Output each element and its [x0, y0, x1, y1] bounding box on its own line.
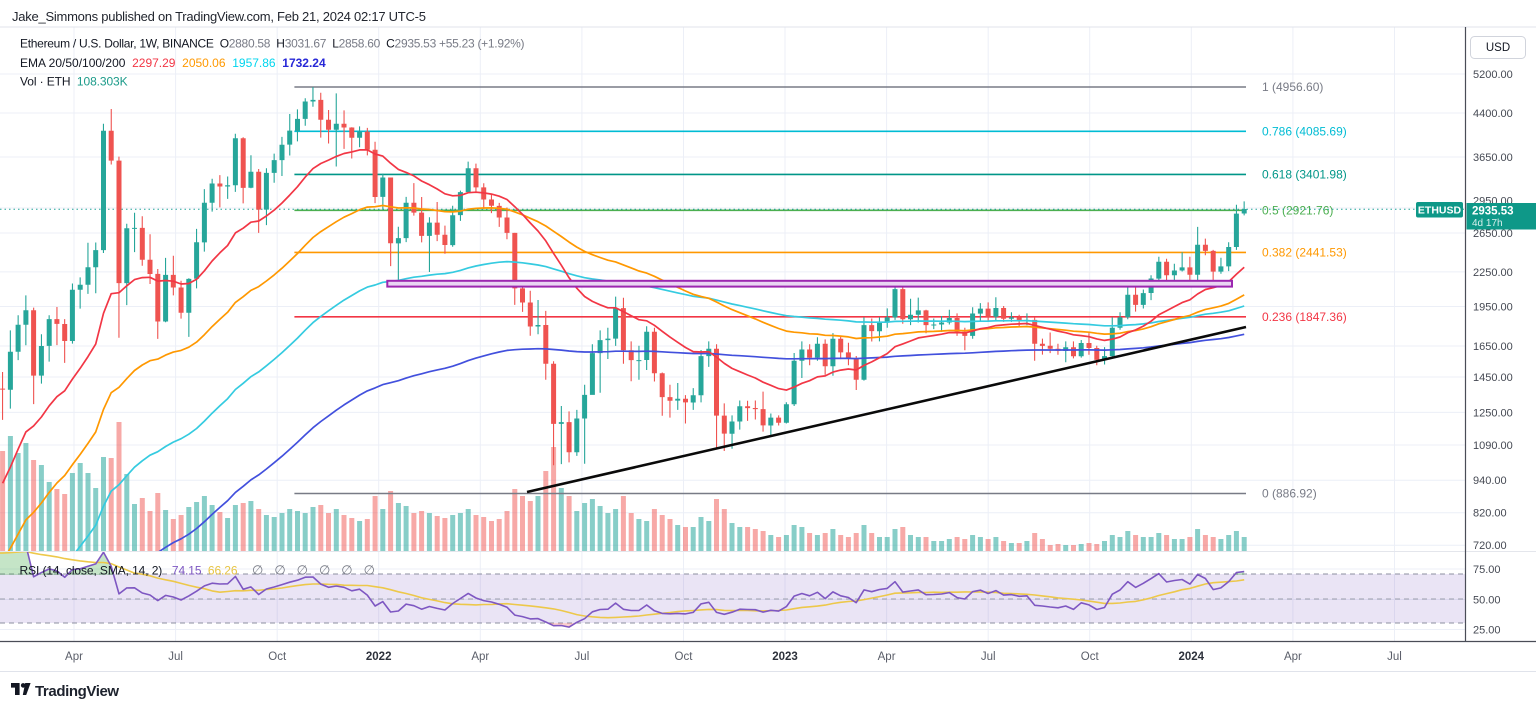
svg-text:4d 17h: 4d 17h — [1472, 218, 1503, 229]
svg-text:1250.00: 1250.00 — [1473, 407, 1513, 419]
svg-text:EMA 20/50/100/200 2297.29 20: EMA 20/50/100/200 2297.29 2050.06 1957.8… — [20, 56, 326, 70]
svg-text:Jul: Jul — [981, 651, 996, 663]
svg-text:0 (886.92): 0 (886.92) — [1262, 487, 1317, 501]
svg-text:0.382 (2441.53): 0.382 (2441.53) — [1262, 246, 1347, 260]
svg-text:0.786 (4085.69): 0.786 (4085.69) — [1262, 125, 1347, 139]
svg-text:2022: 2022 — [366, 651, 392, 663]
svg-text:2024: 2024 — [1179, 651, 1205, 663]
svg-text:Oct: Oct — [268, 651, 287, 663]
svg-text:2650.00: 2650.00 — [1473, 228, 1513, 240]
svg-text:Vol · ETH 108.303K: Vol · ETH 108.303K — [20, 75, 128, 89]
svg-text:TradingView: TradingView — [35, 683, 119, 700]
svg-text:Apr: Apr — [1284, 651, 1302, 663]
svg-text:0.236 (1847.36): 0.236 (1847.36) — [1262, 310, 1347, 324]
svg-text:0.5 (2921.76): 0.5 (2921.76) — [1262, 204, 1333, 218]
svg-text:1 (4956.60): 1 (4956.60) — [1262, 80, 1323, 94]
svg-text:Apr: Apr — [878, 651, 896, 663]
svg-text:2250.00: 2250.00 — [1473, 267, 1513, 279]
svg-text:RSI (14, close, SMA, 14, 2): RSI (14, close, SMA, 14, 2) 74.15 66.26 — [20, 564, 238, 578]
svg-text:1950.00: 1950.00 — [1473, 301, 1513, 313]
svg-text:2935.53: 2935.53 — [1472, 206, 1514, 218]
svg-text:Jake_Simmons published on Trad: Jake_Simmons published on TradingView.co… — [12, 9, 426, 24]
svg-text:∅∅∅∅∅∅: ∅∅∅∅∅∅ — [252, 563, 386, 578]
svg-text:720.00: 720.00 — [1473, 540, 1507, 552]
svg-text:Jul: Jul — [1387, 651, 1402, 663]
svg-text:Apr: Apr — [65, 651, 83, 663]
svg-text:5200.00: 5200.00 — [1473, 69, 1513, 81]
svg-text:2023: 2023 — [772, 651, 798, 663]
svg-text:Ethereum / U.S. Dollar, 1W, BI: Ethereum / U.S. Dollar, 1W, BINANCE O288… — [20, 37, 525, 51]
svg-text:1090.00: 1090.00 — [1473, 440, 1513, 452]
svg-text:25.00: 25.00 — [1473, 624, 1501, 636]
svg-text:940.00: 940.00 — [1473, 475, 1507, 487]
svg-text:1650.00: 1650.00 — [1473, 341, 1513, 353]
svg-text:820.00: 820.00 — [1473, 508, 1507, 520]
svg-text:4400.00: 4400.00 — [1473, 108, 1513, 120]
svg-text:ETHUSD: ETHUSD — [1418, 205, 1462, 217]
svg-text:1450.00: 1450.00 — [1473, 372, 1513, 384]
svg-text:50.00: 50.00 — [1473, 594, 1501, 606]
svg-text:Jul: Jul — [168, 651, 183, 663]
svg-text:Jul: Jul — [575, 651, 590, 663]
svg-text:Oct: Oct — [1081, 651, 1100, 663]
svg-text:75.00: 75.00 — [1473, 564, 1501, 576]
svg-text:0.618 (3401.98): 0.618 (3401.98) — [1262, 168, 1347, 182]
svg-text:Apr: Apr — [471, 651, 489, 663]
svg-text:USD: USD — [1486, 42, 1510, 54]
svg-text:Oct: Oct — [675, 651, 694, 663]
svg-text:3650.00: 3650.00 — [1473, 152, 1513, 164]
